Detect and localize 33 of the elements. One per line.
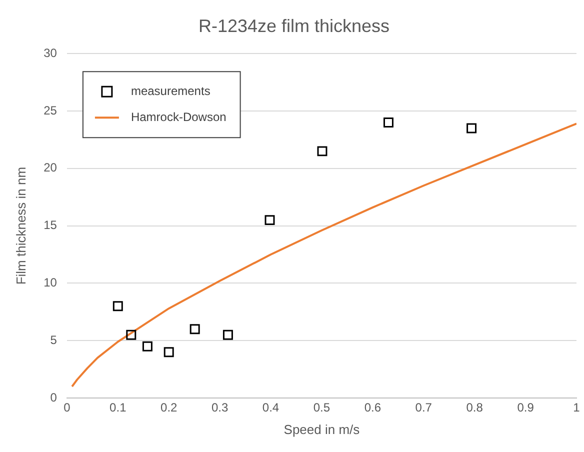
- y-tick-label: 30: [44, 46, 58, 60]
- y-tick-label: 5: [50, 332, 58, 347]
- point: [264, 215, 275, 226]
- x-axis-title: Speed in m/s: [284, 422, 360, 437]
- point: [383, 117, 394, 128]
- y-tick-label: 15: [44, 218, 58, 232]
- x-tick-label: 0.5: [313, 400, 330, 415]
- point: [317, 146, 328, 156]
- x-tick-label: 0.7: [415, 400, 432, 415]
- x-tick-label: 0.4: [262, 400, 280, 415]
- chart-title: R-1234ze film thickness: [198, 16, 390, 36]
- x-tick-label: 1: [573, 400, 580, 415]
- point: [222, 330, 233, 340]
- point: [466, 123, 477, 134]
- y-tick-label: 10: [44, 276, 58, 290]
- x-tick-label: 0.8: [466, 400, 484, 415]
- y-tick-label: 25: [44, 103, 58, 118]
- point: [112, 301, 123, 312]
- point: [164, 347, 174, 358]
- x-tick-label: 0.2: [160, 400, 178, 415]
- point: [190, 324, 200, 334]
- point: [142, 341, 152, 352]
- y-tick-label: 0: [50, 390, 58, 404]
- legend-label: measurements: [130, 84, 210, 98]
- y-axis-title: Film thickness in nm: [13, 166, 28, 285]
- x-tick-label: 0.3: [211, 400, 228, 415]
- legend-label: Hamrock-Dowson: [130, 110, 226, 124]
- y-tick-label: 20: [44, 160, 58, 175]
- x-tick-label: 0.9: [517, 400, 534, 415]
- point: [126, 330, 136, 340]
- x-tick-label: 0.1: [110, 400, 127, 415]
- x-tick-label: 0: [64, 400, 71, 415]
- x-tick-label: 0.6: [364, 400, 382, 415]
